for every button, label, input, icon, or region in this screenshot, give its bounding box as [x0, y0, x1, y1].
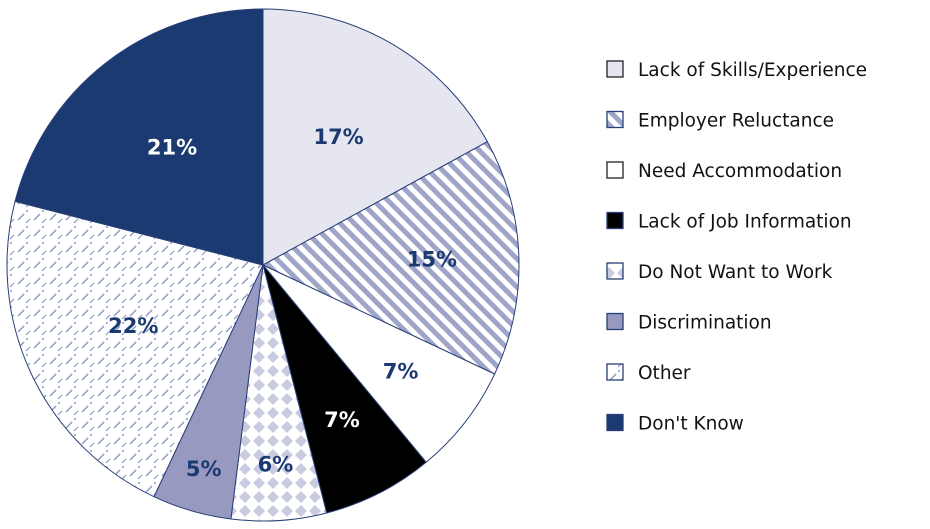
- legend-label-lack-of-skills-experience: Lack of Skills/Experience: [638, 60, 867, 81]
- data-label-lack-of-job-information: 7%: [324, 408, 360, 432]
- data-label-need-accommodation: 7%: [383, 360, 419, 384]
- legend-swatch-discrimination: [606, 312, 624, 331]
- data-label-discrimination: 5%: [186, 457, 222, 481]
- legend-label-other: Other: [638, 363, 691, 384]
- pie-slice-lack-of-skills-experience: [262, 8, 489, 266]
- pie-slice-lack-of-job-information: [262, 264, 427, 514]
- legend-swatch-don-t-know: [606, 413, 624, 432]
- slice-labels: 17% 15% 7% 7% 6% 5% 22% 21%: [108, 125, 457, 481]
- legend-swatch-need-accommodation: [606, 161, 624, 179]
- legend-swatch-do-not-want-to-work: [606, 262, 624, 280]
- legend-label-lack-of-job-information: Lack of Job Information: [638, 212, 852, 233]
- legend-label-do-not-want-to-work: Do Not Want to Work: [638, 262, 833, 283]
- pie-slices: [6, 8, 520, 522]
- legend-swatch-lack-of-job-information: [606, 211, 624, 230]
- legend-label-employer-reluctance: Employer Reluctance: [638, 111, 834, 132]
- pie-slice-employer-reluctance: [261, 140, 520, 375]
- legend: Lack of Skills/Experience Employer Reluct…: [606, 60, 867, 435]
- legend-label-discrimination: Discrimination: [638, 313, 772, 334]
- legend-swatch-employer-reluctance: [606, 110, 624, 129]
- data-label-lack-of-skills-experience: 17%: [313, 125, 363, 149]
- data-label-other: 22%: [108, 314, 158, 338]
- pie-slice-other: [6, 200, 264, 498]
- pie-slice-need-accommodation: [262, 264, 496, 463]
- data-label-don-t-know: 21%: [147, 136, 197, 160]
- legend-label-don-t-know: Don't Know: [638, 414, 744, 435]
- legend-swatch-other: [606, 363, 624, 381]
- data-label-do-not-want-to-work: 6%: [258, 452, 294, 476]
- pie-slice-don-t-know: [14, 8, 264, 266]
- legend-swatch-lack-of-skills-experience: [606, 60, 624, 78]
- data-label-employer-reluctance: 15%: [407, 248, 457, 272]
- legend-label-need-accommodation: Need Accommodation: [638, 161, 842, 182]
